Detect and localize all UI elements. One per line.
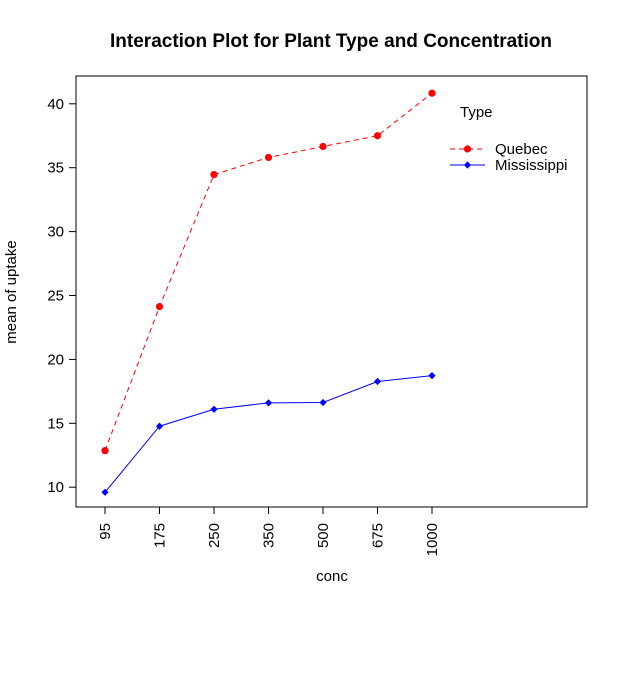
data-point [428, 89, 436, 97]
y-tick-label: 20 [47, 351, 64, 368]
x-tick-label: 175 [152, 523, 169, 548]
x-tick-label: 350 [261, 523, 278, 548]
data-point [264, 153, 273, 162]
legend-item-mississippi: Mississippi [450, 157, 568, 174]
legend-item-quebec: Quebec [450, 141, 548, 158]
data-point [101, 447, 109, 455]
legend-swatch-marker [463, 145, 472, 153]
x-tick-label: 675 [370, 523, 387, 548]
y-tick-label: 10 [47, 479, 64, 496]
data-point [319, 142, 327, 151]
x-axis: 95 175 250 350 500 675 1000 [97, 506, 441, 556]
y-tick-label: 35 [47, 160, 64, 177]
data-point [264, 399, 273, 407]
data-point [428, 372, 436, 380]
y-tick-label: 30 [47, 224, 64, 241]
y-axis: 10 15 20 25 30 35 40 [47, 96, 77, 496]
data-point [373, 377, 382, 386]
data-point [210, 405, 218, 413]
legend-title: Type [460, 104, 493, 121]
legend-label: Mississippi [495, 157, 568, 174]
x-tick-label: 500 [315, 523, 332, 548]
x-tick-label: 95 [97, 523, 114, 540]
legend-label: Quebec [495, 141, 548, 158]
series-mississippi [101, 372, 436, 496]
series-line [104, 375, 433, 493]
x-axis-label: conc [316, 568, 348, 585]
y-axis-label: mean of uptake [3, 240, 20, 343]
series-layer [101, 89, 436, 496]
y-tick-label: 40 [47, 96, 64, 113]
data-point [101, 488, 109, 496]
x-tick-label: 1000 [424, 523, 441, 556]
series-quebec [101, 89, 436, 455]
data-point [210, 171, 218, 179]
data-point [373, 132, 382, 140]
data-point [155, 422, 164, 430]
series-line [104, 92, 433, 451]
y-tick-label: 25 [47, 288, 64, 305]
y-tick-label: 15 [47, 415, 64, 432]
legend-swatch-marker [463, 161, 472, 169]
data-point [155, 303, 164, 311]
chart-title: Interaction Plot for Plant Type and Conc… [110, 31, 552, 52]
data-point [319, 398, 327, 407]
x-tick-label: 250 [206, 523, 223, 548]
